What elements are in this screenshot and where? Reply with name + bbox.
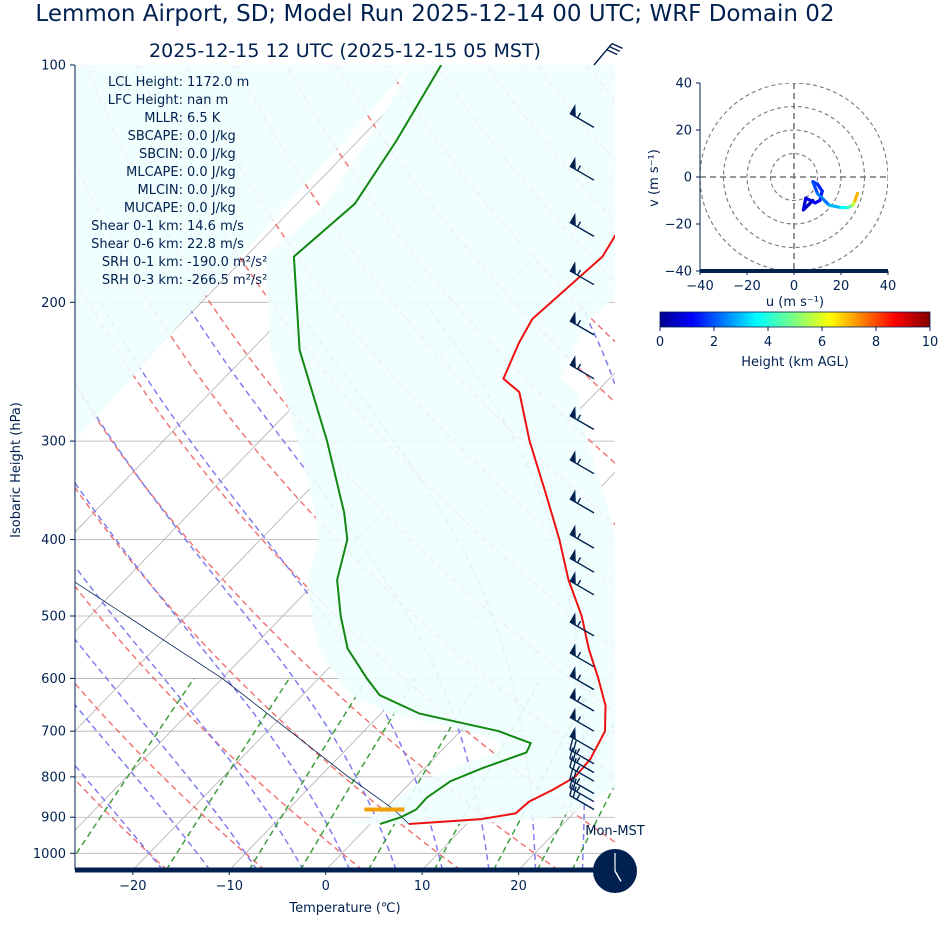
skew-t-ylabel: Isobaric Height (hPa) (9, 402, 24, 538)
index-label: Shear 0-1 km: (91, 219, 183, 234)
y-tick-label: 1000 (33, 847, 66, 862)
hodograph-segment (855, 193, 857, 200)
index-label: MLCIN: (138, 183, 183, 198)
moist-adiabat (724, 302, 834, 870)
barb-full (607, 50, 617, 55)
index-value: nan m (187, 93, 228, 108)
barb-full (609, 47, 619, 52)
hodograph-segment (829, 205, 841, 207)
figure-title: Lemmon Airport, SD; Model Run 2025-12-14… (35, 1, 834, 27)
hodograph-x-tick-label: 0 (790, 279, 798, 294)
hodograph-y-tick-label: −40 (665, 265, 692, 280)
dry-adiabat (636, 65, 938, 870)
dry-adiabat (736, 65, 938, 870)
index-label: LCL Height: (108, 75, 183, 90)
hodograph-x-tick-label: 40 (880, 279, 897, 294)
index-value: 14.6 m/s (187, 219, 244, 234)
x-tick-label: −10 (216, 879, 243, 894)
index-value: -266.5 m²/s² (187, 273, 267, 288)
hodograph-ylabel: v (m s⁻¹) (647, 149, 662, 207)
colorbar-ticks: 0 2 4 6 8 10 (656, 327, 938, 350)
hodograph: −40−40 −20 −20 0 0 20 20 40 40 u (m s⁻¹) v (m s⁻… (647, 77, 896, 311)
index-label: SBCIN: (139, 147, 183, 162)
colorbar-label: Height (km AGL) (741, 355, 849, 370)
index-value: -190.0 m²/s² (187, 255, 267, 270)
colorbar-tick-label: 10 (922, 335, 938, 350)
colorbar-tick-label: 8 (872, 335, 880, 350)
isotherm (808, 65, 938, 870)
x-tick-label: 20 (510, 879, 527, 894)
moist-adiabat (0, 302, 257, 870)
x-tick-label: 0 (322, 879, 330, 894)
moist-adiabat (772, 302, 922, 870)
y-tick-label: 500 (41, 609, 66, 624)
colorbar-tick-label: 6 (818, 335, 826, 350)
mixing-ratio-line (626, 678, 721, 870)
index-label: Shear 0-6 km: (91, 237, 183, 252)
isotherm (615, 65, 938, 870)
y-tick-label: 400 (41, 533, 66, 548)
barb-shaft (594, 44, 612, 65)
mixing-ratio-line (166, 678, 289, 870)
hodograph-xlabel: u (m s⁻¹) (766, 295, 824, 310)
colorbar-tick-label: 0 (656, 335, 664, 350)
hodograph-plot: −40−40 −20 −20 0 0 20 20 40 40 (665, 77, 897, 295)
hodograph-y-tick-label: 0 (684, 171, 692, 186)
wind-barb (594, 44, 622, 65)
isotherm (711, 65, 938, 870)
hodograph-x-tick-label: −40 (686, 279, 713, 294)
index-value: 0.0 J/kg (187, 129, 236, 144)
height-colorbar: 0 2 4 6 8 10 Height (km AGL) (656, 312, 938, 370)
index-label: MUCAPE: (124, 201, 183, 216)
index-value: 0.0 J/kg (187, 183, 236, 198)
index-value: 1172.0 m (187, 75, 249, 90)
hodograph-x-tick-label: −20 (733, 279, 760, 294)
y-tick-label: 600 (41, 672, 66, 687)
wind-barb (570, 355, 594, 379)
colorbar-gradient (660, 312, 930, 327)
hodograph-y-tick-label: 40 (675, 77, 692, 92)
index-value: 22.8 m/s (187, 237, 244, 252)
y-tick-label: 700 (41, 725, 66, 740)
index-value: 0.0 J/kg (187, 147, 236, 162)
x-tick-label: 10 (414, 879, 431, 894)
colorbar-tick-label: 2 (710, 335, 718, 350)
hodograph-y-tick-label: −20 (665, 218, 692, 233)
skew-t-profiles (0, 65, 731, 824)
index-label: SRH 0-3 km: (102, 273, 183, 288)
y-tick-label: 900 (41, 811, 66, 826)
dry-adiabat (786, 65, 938, 870)
moist-adiabat (677, 302, 731, 870)
hodograph-y-tick-label: 20 (675, 124, 692, 139)
clock-label: Mon-MST (585, 824, 645, 839)
x-tick-label: −20 (119, 879, 146, 894)
index-label: SRH 0-1 km: (102, 255, 183, 270)
barb-full (612, 44, 622, 49)
y-tick-label: 800 (41, 770, 66, 785)
local-time-clock: Mon-MST (585, 824, 645, 893)
y-tick-label: 300 (41, 435, 66, 450)
figure-subtitle: 2025-12-15 12 UTC (2025-12-15 05 MST) (149, 40, 541, 62)
colorbar-tick-label: 4 (764, 335, 772, 350)
mixing-ratio-line (65, 678, 194, 870)
index-label: SBCAPE: (128, 129, 183, 144)
index-label: MLLR: (144, 111, 183, 126)
skew-t-xlabel: Temperature (℃) (288, 901, 400, 916)
index-value: 0.0 J/kg (187, 165, 236, 180)
y-tick-label: 200 (41, 296, 66, 311)
index-value: 0.0 J/kg (187, 201, 236, 216)
barb-flag (570, 355, 576, 368)
dry-adiabat (586, 65, 938, 870)
hodograph-inner (700, 83, 888, 271)
index-value: 6.5 K (187, 111, 221, 126)
y-tick-label: 100 (41, 59, 66, 74)
index-label: MLCAPE: (126, 165, 183, 180)
hodograph-x-tick-label: 20 (833, 279, 850, 294)
index-label: LFC Height: (108, 93, 183, 108)
